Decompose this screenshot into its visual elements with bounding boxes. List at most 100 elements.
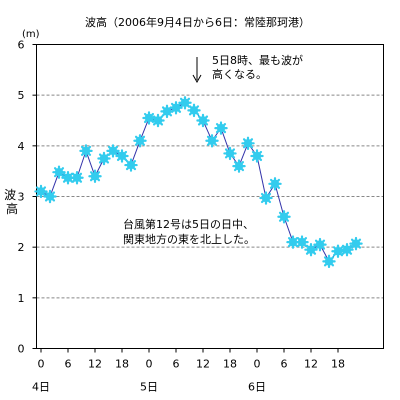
data-point-25: [259, 191, 273, 205]
x-tick-label-3: 18: [115, 358, 129, 371]
data-point-spoke: [143, 112, 155, 124]
data-point-spoke: [98, 153, 110, 164]
y-axis-label-line-1: 波: [4, 188, 16, 202]
data-point-spoke: [242, 138, 254, 149]
series-wave-height: [34, 96, 363, 269]
x-axis-ticks: 0 6 12 18 0 6 12 18 0 6 12 18: [38, 348, 345, 371]
data-point-13: [151, 113, 165, 128]
data-point-spoke: [332, 246, 344, 257]
data-point-35: [349, 236, 363, 251]
data-point-10: [124, 158, 138, 172]
x-tick-label-11: 18: [331, 358, 345, 371]
data-point-spoke: [233, 161, 245, 172]
data-point-spoke: [287, 237, 299, 248]
data-point-spoke: [323, 256, 335, 267]
data-point-spoke: [89, 171, 101, 182]
data-point-spoke: [62, 172, 74, 183]
data-point-spoke: [170, 102, 182, 113]
data-point-18: [196, 113, 210, 128]
data-point-spoke: [53, 167, 65, 178]
data-point-spoke: [269, 178, 281, 189]
x-tick-label-0: 0: [38, 358, 45, 371]
y-unit-label: (m): [22, 29, 40, 40]
data-point-spoke: [116, 150, 128, 162]
x-tick-label-9: 6: [281, 358, 288, 371]
x-tick-label-10: 12: [304, 358, 318, 371]
data-point-5: [79, 144, 93, 158]
data-point-19: [205, 134, 219, 148]
data-point-1: [43, 189, 57, 204]
y-axis-label: 波 高: [4, 188, 20, 216]
data-point-12: [142, 111, 156, 125]
data-point-22: [232, 159, 246, 173]
annotation-peak-line-1: 5日8時、最も波が: [212, 53, 303, 67]
data-point-spoke: [197, 115, 209, 126]
x-tick-label-6: 12: [196, 358, 210, 371]
day-label-5: 5日: [140, 381, 158, 394]
data-point-26: [268, 177, 282, 191]
data-point-7: [97, 151, 111, 166]
y-tick-label-0: 0: [18, 343, 25, 356]
data-point-spoke: [125, 160, 137, 171]
x-tick-label-5: 6: [173, 358, 180, 371]
data-point-20: [214, 121, 228, 135]
data-point-29: [295, 235, 309, 249]
annotation-peak: 5日8時、最も波が 高くなる。: [212, 53, 307, 81]
data-point-spoke: [188, 105, 200, 116]
data-point-34: [340, 243, 354, 257]
y-tick-label-5: 5: [18, 89, 25, 102]
x-tick-label-2: 12: [88, 358, 102, 371]
data-point-spoke: [251, 150, 263, 162]
y-tick-label-3: 3: [18, 191, 25, 204]
data-point-spoke: [215, 123, 227, 134]
data-point-spoke: [350, 238, 362, 249]
peak-arrow-head: [192, 74, 202, 84]
annotation-typhoon: 台風第12号は5日の日中、 関東地方の東を北上した。: [123, 217, 258, 246]
data-point-24: [250, 149, 264, 163]
data-point-spoke: [35, 186, 47, 197]
data-point-spoke: [296, 237, 308, 248]
annotation-typhoon-line-1: 台風第12号は5日の日中、: [123, 217, 254, 231]
y-tick-label-2: 2: [18, 241, 25, 254]
x-tick-label-4: 0: [146, 358, 153, 371]
data-point-spoke: [152, 115, 164, 126]
data-point-17: [187, 103, 201, 118]
data-point-spoke: [305, 244, 317, 255]
data-point-0: [34, 184, 48, 199]
data-point-spoke: [179, 97, 191, 108]
data-point-23: [241, 136, 255, 150]
data-point-spoke: [44, 191, 56, 202]
data-point-spoke: [206, 135, 218, 146]
x-tick-label-8: 0: [254, 358, 261, 371]
data-point-9: [115, 149, 129, 163]
y-tick-label-1: 1: [18, 292, 25, 305]
data-point-32: [322, 254, 336, 269]
chart-title: 波高（2006年9月4日から6日：常陸那珂港）: [85, 15, 310, 29]
data-point-27: [277, 210, 291, 224]
annotation-typhoon-line-2: 関東地方の東を北上した。: [123, 232, 255, 246]
y-tick-label-4: 4: [18, 140, 25, 153]
data-point-spoke: [107, 145, 119, 156]
data-point-spoke: [71, 172, 83, 183]
data-point-16: [178, 96, 192, 110]
data-point-spoke: [134, 135, 146, 146]
data-point-14: [160, 104, 174, 119]
annotation-peak-line-2: 高くなる。: [212, 67, 267, 81]
data-point-spoke: [314, 239, 326, 250]
data-point-spoke: [224, 148, 236, 159]
x-axis-day-labels: 4日 5日 6日: [32, 381, 266, 394]
data-point-21: [223, 146, 237, 161]
data-point-33: [331, 244, 345, 258]
data-point-spoke: [161, 106, 173, 117]
day-label-6: 6日: [248, 381, 266, 394]
y-axis-label-line-2: 高: [6, 201, 18, 216]
data-point-2: [52, 165, 66, 179]
data-point-30: [304, 243, 318, 257]
y-axis-ticks: 0 1 2 3 4 5 6: [18, 39, 37, 356]
day-label-4: 4日: [32, 381, 50, 394]
data-point-11: [133, 134, 147, 148]
data-point-15: [169, 101, 183, 115]
data-point-spoke: [341, 244, 353, 255]
data-point-4: [70, 171, 84, 185]
x-tick-label-1: 6: [65, 358, 72, 371]
